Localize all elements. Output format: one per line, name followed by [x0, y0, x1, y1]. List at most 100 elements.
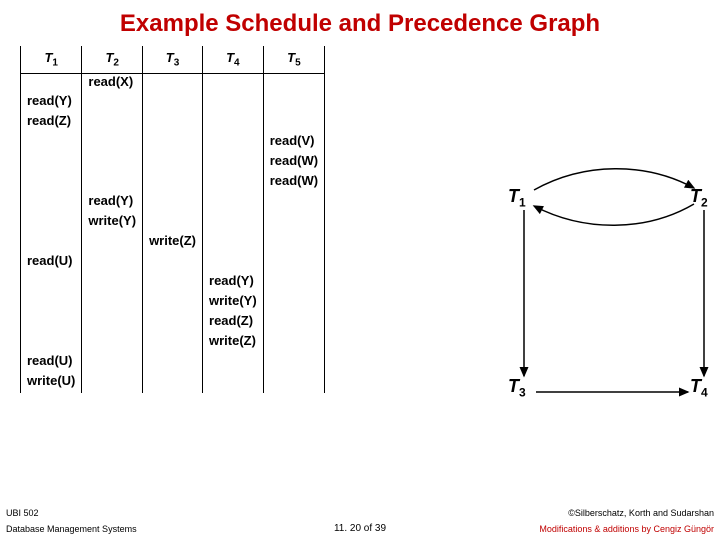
cell	[203, 113, 264, 133]
table-row: write(Y)	[21, 293, 325, 313]
cell	[21, 273, 82, 293]
cell: read(Y)	[203, 273, 264, 293]
table-row: write(Z)	[21, 333, 325, 353]
cell	[143, 153, 203, 173]
cell: write(Z)	[143, 233, 203, 253]
cell	[82, 293, 143, 313]
cell: write(Z)	[203, 333, 264, 353]
cell	[82, 313, 143, 333]
cell: read(Z)	[203, 313, 264, 333]
cell	[203, 373, 264, 393]
slide: Example Schedule and Precedence Graph T1…	[0, 0, 720, 540]
schedule-table: T1T2T3T4T5 read(X)read(Y)read(Z)read(V)r…	[20, 46, 325, 393]
slide-title: Example Schedule and Precedence Graph	[0, 10, 720, 38]
cell	[21, 333, 82, 353]
table-row: read(Z)	[21, 313, 325, 333]
cell	[82, 113, 143, 133]
cell	[143, 313, 203, 333]
cell	[263, 293, 324, 313]
cell	[203, 193, 264, 213]
graph-node-T3: T3	[508, 376, 526, 400]
cell	[263, 73, 324, 93]
cell	[203, 233, 264, 253]
cell	[143, 193, 203, 213]
cell	[203, 73, 264, 93]
table-row: read(Y)	[21, 93, 325, 113]
cell: read(U)	[21, 253, 82, 273]
table-row: write(U)	[21, 373, 325, 393]
cell	[203, 93, 264, 113]
table-row: read(Z)	[21, 113, 325, 133]
table-row: read(W)	[21, 153, 325, 173]
cell	[143, 213, 203, 233]
cell	[21, 133, 82, 153]
cell	[143, 73, 203, 93]
cell: read(Y)	[82, 193, 143, 213]
cell	[143, 253, 203, 273]
cell	[143, 373, 203, 393]
cell	[21, 313, 82, 333]
cell: read(U)	[21, 353, 82, 373]
col-header: T3	[143, 46, 203, 73]
cell	[82, 373, 143, 393]
cell	[82, 353, 143, 373]
graph-node-T1: T1	[508, 186, 526, 210]
table-row: read(W)	[21, 173, 325, 193]
cell	[82, 333, 143, 353]
cell	[21, 173, 82, 193]
cell	[143, 93, 203, 113]
cell	[263, 333, 324, 353]
cell	[82, 233, 143, 253]
cell	[263, 253, 324, 273]
table-row: read(U)	[21, 353, 325, 373]
graph-edge	[534, 204, 694, 225]
cell	[82, 93, 143, 113]
graph-node-T4: T4	[690, 376, 708, 400]
cell: read(Z)	[21, 113, 82, 133]
cell	[263, 193, 324, 213]
cell	[82, 273, 143, 293]
cell	[82, 253, 143, 273]
cell: write(Y)	[203, 293, 264, 313]
cell	[263, 93, 324, 113]
cell	[263, 113, 324, 133]
cell	[143, 173, 203, 193]
cell: read(X)	[82, 73, 143, 93]
table-row: read(V)	[21, 133, 325, 153]
cell	[21, 193, 82, 213]
cell: write(Y)	[82, 213, 143, 233]
cell	[21, 213, 82, 233]
cell: read(W)	[263, 173, 324, 193]
table-row: read(Y)	[21, 273, 325, 293]
cell	[21, 73, 82, 93]
table-row: read(U)	[21, 253, 325, 273]
table-row: write(Z)	[21, 233, 325, 253]
col-header: T2	[82, 46, 143, 73]
cell	[263, 213, 324, 233]
cell: read(W)	[263, 153, 324, 173]
cell	[263, 273, 324, 293]
cell	[143, 353, 203, 373]
cell	[203, 213, 264, 233]
header-row: T1T2T3T4T5	[21, 46, 325, 73]
cell	[82, 173, 143, 193]
cell	[143, 293, 203, 313]
cell	[21, 153, 82, 173]
cell	[82, 153, 143, 173]
col-header: T5	[263, 46, 324, 73]
cell	[203, 353, 264, 373]
table-row: read(X)	[21, 73, 325, 93]
cell	[203, 133, 264, 153]
cell	[263, 373, 324, 393]
footer-copyright: ©Silberschatz, Korth and Sudarshan	[568, 508, 714, 518]
cell	[143, 113, 203, 133]
cell	[143, 273, 203, 293]
cell	[203, 253, 264, 273]
cell	[263, 233, 324, 253]
cell	[263, 313, 324, 333]
cell	[21, 293, 82, 313]
col-header: T1	[21, 46, 82, 73]
graph-edge	[534, 169, 694, 190]
schedule-body: read(X)read(Y)read(Z)read(V)read(W)read(…	[21, 73, 325, 393]
graph-node-T2: T2	[690, 186, 708, 210]
